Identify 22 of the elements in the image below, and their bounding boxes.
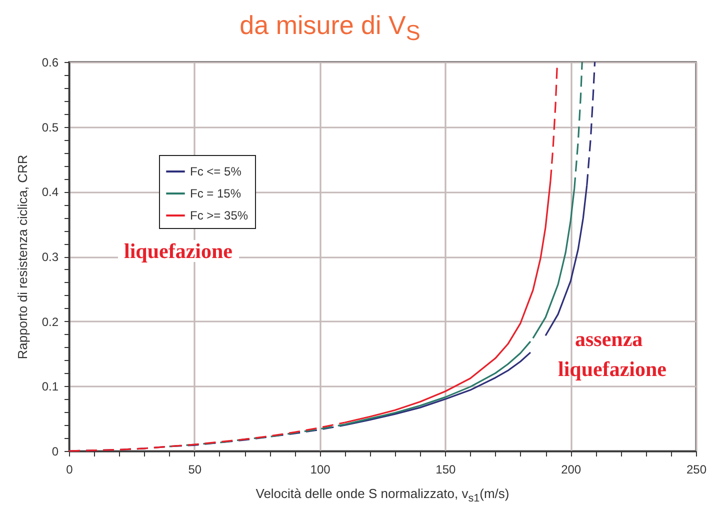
- y-tick-label: 0.1: [42, 380, 59, 394]
- x-axis-title: Velocità delle onde S normalizzato, v$_{s1}$(m/s): [254, 486, 510, 505]
- legend-label: Fc <= 5%: [190, 164, 242, 178]
- y-tick-label: 0.5: [42, 120, 59, 134]
- y-tick-label: 0.3: [42, 250, 59, 264]
- chart-title: da misure di V$_{S}$: [238, 10, 422, 46]
- legend-label: Fc = 15%: [190, 186, 242, 200]
- x-tick-label: 200: [561, 462, 582, 476]
- x-tick-label: 50: [188, 462, 202, 476]
- y-tick-label: 0.2: [42, 314, 59, 329]
- annotation: liquefazione: [118, 239, 238, 263]
- y-axis-title: Rapporto di resistenza ciclica, CRR: [14, 154, 30, 360]
- x-tick-label: 100: [310, 462, 331, 476]
- annotation: liquefazione: [558, 357, 666, 381]
- x-tick-label: 250: [686, 462, 707, 476]
- y-tick-label: 0.4: [42, 185, 59, 200]
- x-tick-label: 0: [66, 462, 74, 476]
- y-tick-label: 0.6: [42, 56, 59, 70]
- legend-label: Fc >= 35%: [190, 208, 248, 222]
- x-tick-label: 150: [436, 462, 456, 476]
- annotation: assenza: [575, 327, 643, 351]
- y-tick-label: 0: [52, 444, 59, 458]
